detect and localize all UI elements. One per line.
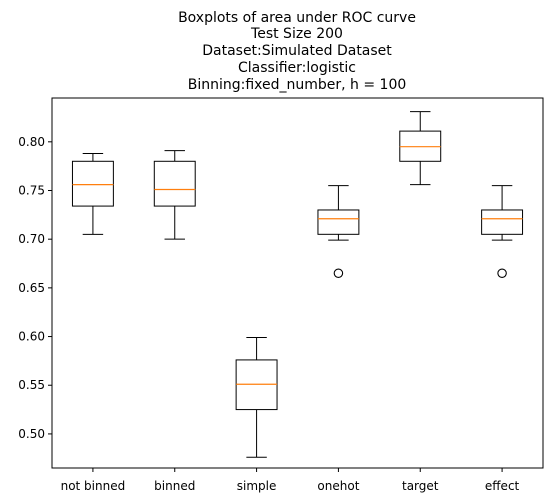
y-axis: 0.50 0.55 0.60 0.65 0.70 0.75 0.80 <box>18 135 52 441</box>
title-line-1: Boxplots of area under ROC curve <box>178 10 416 26</box>
x-tick-label: target <box>402 479 439 493</box>
x-tick-label: effect <box>485 479 520 493</box>
box-binned <box>153 150 196 240</box>
box-onehot <box>317 185 360 279</box>
iqr-box <box>317 209 360 235</box>
x-tick-label: binned <box>154 479 195 493</box>
x-tick-label: onehot <box>317 479 359 493</box>
outlier-point <box>333 268 344 279</box>
title-line-5: Binning:fixed_number, h = 100 <box>188 77 407 93</box>
title-line-3: Dataset:Simulated Dataset <box>202 43 392 59</box>
title-line-4: Classifier:logistic <box>238 60 356 76</box>
chart-title: Boxplots of area under ROC curve Test Si… <box>178 10 416 93</box>
plot-frame <box>51 97 544 469</box>
iqr-box <box>153 160 196 207</box>
y-tick-label: 0.80 <box>18 135 45 149</box>
x-tick-label: simple <box>237 479 277 493</box>
iqr-box <box>71 160 114 207</box>
boxes <box>71 111 524 458</box>
y-tick-label: 0.65 <box>18 281 45 295</box>
iqr-box <box>481 209 524 235</box>
y-tick-label: 0.60 <box>18 330 45 344</box>
title-line-2: Test Size 200 <box>250 26 343 42</box>
y-tick-label: 0.75 <box>18 184 45 198</box>
y-tick-label: 0.70 <box>18 232 45 246</box>
x-axis: not binned binned simple onehot target effect <box>61 468 520 493</box>
box-target <box>399 111 442 186</box>
outlier-point <box>497 268 507 279</box>
box-not-binned <box>71 153 114 235</box>
box-effect <box>481 185 524 279</box>
box-simple <box>235 337 278 458</box>
y-tick-label: 0.55 <box>18 378 45 392</box>
y-tick-label: 0.50 <box>18 427 45 441</box>
x-tick-label: not binned <box>61 479 126 493</box>
